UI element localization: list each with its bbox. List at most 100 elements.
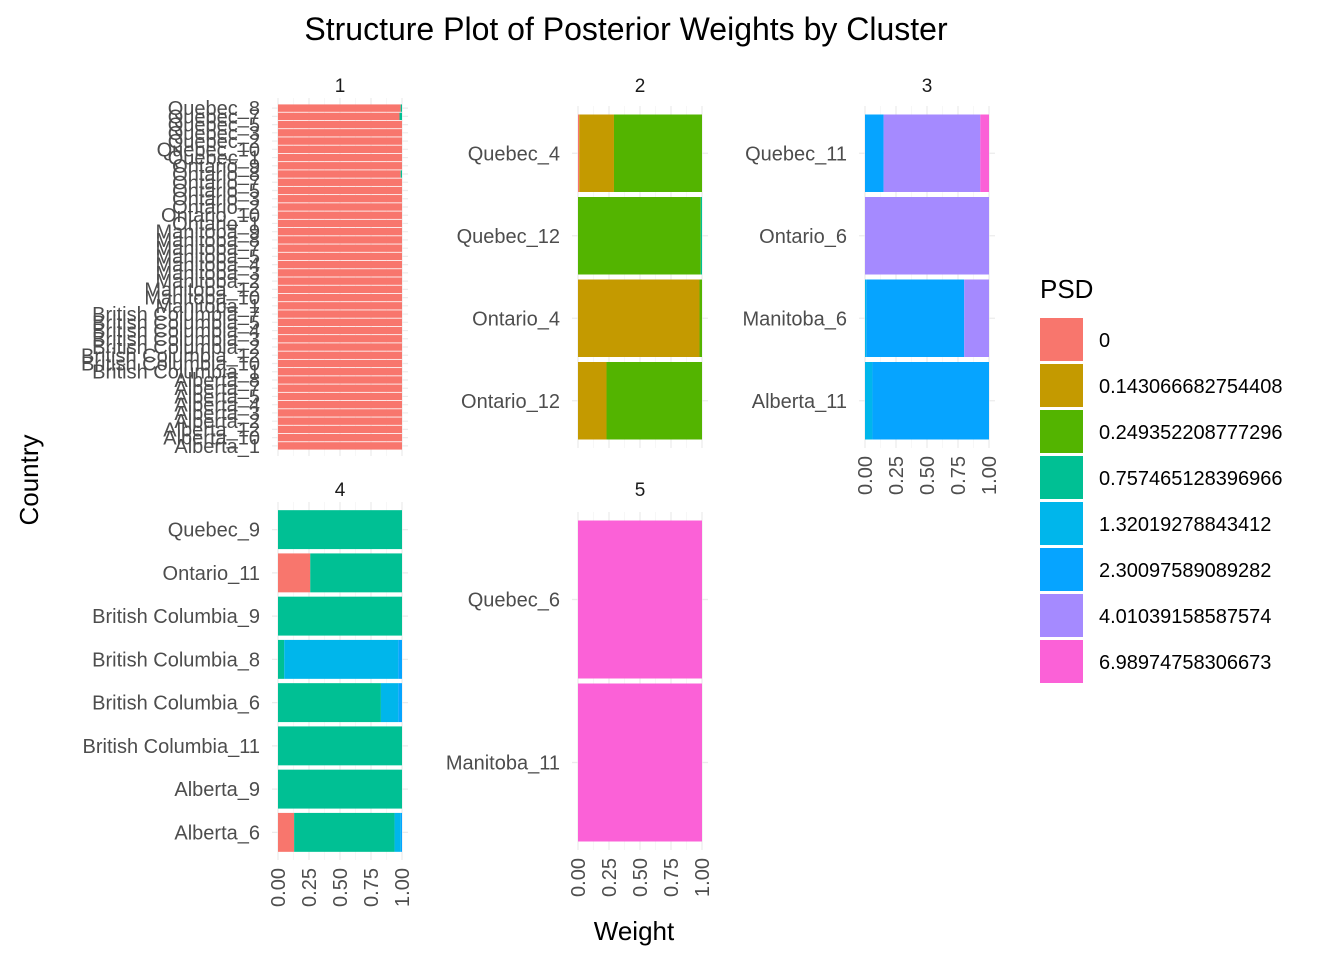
x-axis-label: Weight	[594, 916, 675, 946]
bar-row	[278, 318, 402, 327]
bar-segment	[278, 376, 402, 384]
panel-4: 4 Quebec_9 Ontario_11 British Columbia_9 Bri…	[83, 480, 415, 907]
y-tick-label: British Columbia_12	[81, 345, 260, 367]
legend-item: 6.98974758306673	[1040, 640, 1271, 683]
x-tick-label: 0.00	[568, 858, 590, 897]
bar-row	[278, 442, 402, 450]
x-tick-label: 0.50	[330, 868, 352, 907]
legend-item: 0.249352208777296	[1040, 410, 1283, 453]
y-tick-label: Quebec_6	[468, 590, 560, 612]
facet-strip-label: 3	[922, 76, 933, 97]
y-tick-label: Alberta_12	[163, 419, 260, 441]
legend-item: 0.757465128396966	[1040, 456, 1283, 499]
bar-row	[278, 769, 402, 809]
bar-segment	[278, 812, 295, 852]
bar-segment	[278, 277, 402, 285]
bar-row	[278, 104, 402, 112]
x-tick-label: 0.25	[299, 868, 321, 907]
y-tick-label: Ontario_9	[172, 156, 260, 178]
y-tick-label: Ontario_7	[172, 172, 260, 194]
bar-row	[278, 236, 402, 244]
legend-label: 2.30097589089282	[1099, 560, 1271, 582]
bar-row	[278, 335, 402, 343]
bar-segment	[278, 186, 402, 195]
bar-segment	[980, 114, 989, 192]
legend-label: 0.249352208777296	[1099, 422, 1283, 444]
y-tick-label: British Columbia_1	[92, 362, 260, 384]
bar-segment	[278, 285, 402, 294]
y-tick-label: Manitoba_10	[144, 288, 260, 310]
bar-segment	[278, 409, 402, 417]
y-tick-label: British Columbia_8	[92, 649, 260, 671]
y-tick-label: Quebec_5	[168, 115, 260, 137]
x-tick-label: 0.00	[268, 868, 290, 907]
bar-segment	[865, 197, 989, 275]
bar-segment	[380, 683, 399, 723]
bar-row	[578, 362, 702, 440]
y-tick-label: Ontario_8	[172, 164, 260, 186]
bar-segment	[278, 244, 402, 252]
legend: PSD 0 0.143066682754408 0.249352208777296 0…	[1040, 274, 1283, 683]
legend-label: 0.143066682754408	[1099, 376, 1283, 398]
facet-strip-label: 1	[335, 76, 346, 97]
y-tick-label: Quebec_12	[457, 226, 560, 248]
y-tick-label: Quebec_10	[157, 139, 260, 161]
bar-row	[578, 197, 702, 275]
y-tick-label: Ontario_1	[172, 213, 260, 235]
y-tick-label: Alberta_10	[163, 428, 260, 450]
y-tick-label: Alberta_11	[752, 391, 847, 413]
bar-segment	[278, 368, 402, 376]
panel-1: 1Quebec_8Quebec_7Quebec_5Quebec_3Quebec_…	[81, 76, 408, 458]
bar-segment	[579, 114, 614, 192]
bar-row	[278, 812, 402, 852]
y-tick-label: Manitoba_9	[155, 222, 260, 244]
legend-item: 4.01039158587574	[1040, 594, 1271, 637]
y-tick-label: British Columbia_10	[81, 354, 260, 376]
bar-row	[865, 279, 989, 357]
x-tick-label: 1.00	[392, 868, 414, 907]
bar-row	[278, 137, 402, 145]
y-tick-label: Quebec_2	[168, 131, 260, 153]
y-tick-label: British Columbia_11	[83, 736, 261, 758]
y-tick-label: Quebec_1	[168, 148, 260, 170]
legend-item: 0	[1040, 318, 1110, 361]
legend-item: 1.32019278843412	[1040, 502, 1271, 545]
bar-segment	[278, 195, 402, 203]
y-tick-label: Alberta_6	[174, 822, 260, 844]
bar-row	[278, 343, 402, 351]
bar-row	[278, 433, 402, 442]
y-tick-label: Quebec_9	[168, 520, 260, 542]
bar-row	[278, 417, 402, 425]
x-tick-label: 0.50	[630, 858, 652, 897]
bar-segment	[278, 137, 402, 145]
bar-segment	[278, 433, 402, 442]
bar-segment	[278, 343, 402, 351]
bar-row	[278, 368, 402, 376]
bar-row	[578, 279, 702, 357]
x-tick-label: 0.25	[599, 858, 621, 897]
y-tick-label: Quebec_4	[468, 143, 560, 165]
bar-row	[278, 112, 402, 121]
bar-segment	[865, 114, 884, 192]
bar-row	[278, 120, 402, 129]
y-tick-label: Alberta_8	[174, 370, 260, 392]
bar-segment	[278, 553, 311, 593]
bar-row	[578, 683, 702, 842]
bar-segment	[398, 683, 402, 723]
y-tick-label: Manitoba_5	[155, 246, 260, 268]
legend-swatch	[1040, 410, 1083, 453]
bar-row	[578, 520, 702, 679]
bar-segment	[964, 279, 989, 357]
facet-panels: 1Quebec_8Quebec_7Quebec_5Quebec_3Quebec_…	[81, 76, 1001, 907]
bar-segment	[278, 596, 402, 636]
bar-row	[278, 376, 402, 384]
y-tick-label: Quebec_8	[168, 98, 260, 120]
bar-row	[278, 227, 402, 236]
bar-segment	[278, 335, 402, 343]
bar-segment	[278, 351, 402, 359]
y-tick-label: Ontario_2	[172, 197, 260, 219]
bar-segment	[284, 639, 399, 679]
legend-swatch	[1040, 640, 1083, 683]
bar-segment	[278, 392, 402, 401]
x-tick-label: 0.00	[855, 456, 877, 495]
